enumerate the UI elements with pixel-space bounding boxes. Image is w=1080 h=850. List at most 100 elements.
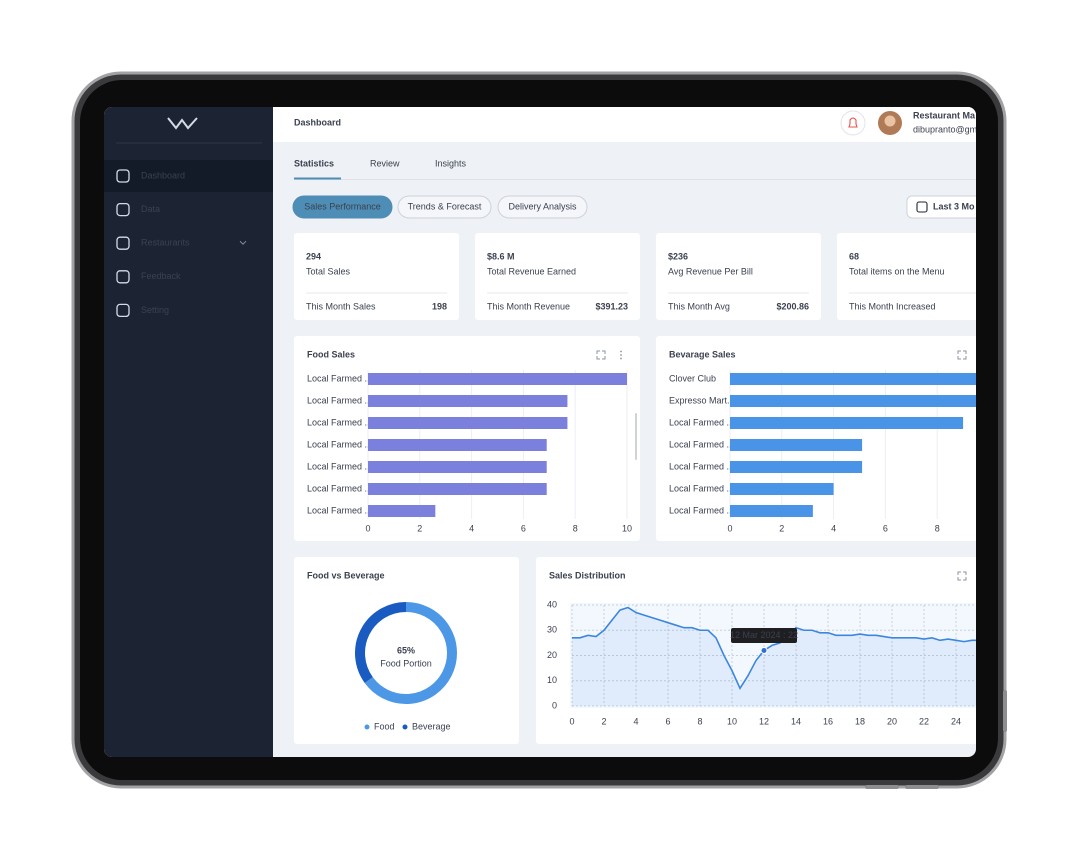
x-tick-label: 6	[665, 716, 670, 726]
donut-segment	[364, 602, 457, 704]
bar	[368, 439, 547, 451]
chart-title: Bevarage Sales	[669, 349, 736, 359]
x-tick-label: 4	[469, 523, 474, 533]
filter-chip[interactable]	[497, 195, 588, 219]
kpi-card	[837, 233, 976, 320]
x-tick-label: 18	[855, 716, 865, 726]
bar	[368, 395, 568, 407]
nav-icon	[116, 270, 130, 284]
user-name: Restaurant Ma	[913, 110, 976, 120]
x-tick-label: 20	[887, 716, 897, 726]
y-tick-label: Local Farmed ...	[669, 417, 734, 427]
nav-icon	[116, 202, 130, 217]
y-tick-label: Local Farmed ...	[307, 461, 372, 471]
kpi-footer-value: $391.23	[595, 301, 628, 311]
x-tick-label: 2	[417, 523, 422, 533]
expand-icon[interactable]	[957, 571, 967, 581]
legend-label[interactable]: Beverage	[412, 721, 451, 731]
x-tick-label: 8	[573, 523, 578, 533]
bar	[368, 417, 568, 429]
area-fill	[572, 607, 976, 706]
x-tick-label: 0	[727, 523, 732, 533]
x-tick-label: 8	[697, 716, 702, 726]
legend-label[interactable]: Food	[374, 721, 395, 731]
tooltip	[731, 628, 797, 643]
more-icon-dot[interactable]	[620, 354, 622, 356]
sidebar	[104, 107, 273, 757]
volume-button	[865, 785, 899, 789]
x-tick-label: 22	[919, 716, 929, 726]
screen: Dashboard Data Restaurants Feedback Setting D…	[104, 107, 991, 757]
nav-item[interactable]: Restaurants	[141, 238, 190, 248]
x-tick-label: 12	[759, 716, 769, 726]
bar	[730, 395, 976, 407]
x-tick-label: 16	[823, 716, 833, 726]
kpi-value: 68	[849, 251, 859, 261]
kpi-card	[475, 233, 640, 320]
x-tick-label: 2	[779, 523, 784, 533]
legend-dot	[364, 724, 370, 730]
bar	[730, 417, 964, 429]
y-tick-label: Local Farmed ...	[307, 373, 372, 383]
y-tick-label: Local Farmed ...	[669, 483, 734, 493]
more-icon-dot[interactable]	[620, 357, 622, 360]
chart-title: Sales Distribution	[549, 570, 626, 580]
avatar-face	[884, 115, 896, 127]
bell-icon	[848, 117, 858, 128]
kpi-label: Total Sales	[306, 266, 351, 276]
chart-card	[294, 557, 519, 744]
chart-title: Food vs Beverage	[307, 570, 385, 580]
tab[interactable]: Statistics	[294, 158, 334, 168]
header-bar	[273, 107, 976, 142]
bar	[368, 373, 627, 385]
y-tick-label: Local Farmed ...	[669, 439, 734, 449]
tooltip-label: 12 Mar 2024 : 22	[730, 630, 798, 640]
y-tick-label: Local Farmed ...	[669, 505, 734, 515]
expand-icon[interactable]	[957, 350, 967, 360]
more-icon-dot[interactable]	[620, 350, 622, 353]
donut-segment	[355, 602, 407, 683]
kpi-footer-value: $200.86	[776, 301, 809, 311]
x-tick-label: 6	[883, 523, 888, 533]
x-tick-label: 14	[791, 716, 801, 726]
filter-chip-label: Delivery Analysis	[508, 201, 577, 211]
x-tick-label: 10	[727, 716, 737, 726]
nav-item[interactable]: Setting	[141, 305, 169, 315]
bar	[730, 439, 863, 451]
kpi-label: Total Revenue Earned	[487, 266, 576, 276]
volume-button	[905, 785, 939, 789]
tab[interactable]: Review	[370, 158, 400, 168]
page-title: Dashboard	[294, 117, 341, 127]
nav-icon	[116, 303, 130, 318]
bar	[368, 483, 547, 495]
notification-button[interactable]	[840, 110, 866, 136]
bar	[368, 505, 436, 517]
y-tick-label: 0	[552, 700, 557, 710]
y-tick-label: Expresso Mart...	[669, 395, 735, 405]
bar	[730, 483, 834, 495]
tab[interactable]: Insights	[435, 158, 467, 168]
x-tick-label: 0	[569, 716, 574, 726]
kpi-label: Avg Revenue Per Bill	[668, 266, 753, 276]
x-tick-label: 0	[365, 523, 370, 533]
expand-icon[interactable]	[596, 350, 606, 360]
nav-item[interactable]: Feedback	[141, 271, 181, 281]
x-tick-label: 10	[622, 523, 632, 533]
kpi-footer-value: 198	[432, 301, 447, 311]
x-tick-label: 4	[831, 523, 836, 533]
filter-chip[interactable]	[397, 195, 492, 219]
date-range-label: Last 3 Mo	[933, 201, 975, 211]
calendar-icon	[916, 201, 928, 213]
filter-chip-label: Sales Performance	[304, 201, 381, 211]
bar	[368, 461, 547, 473]
filter-chip[interactable]	[292, 195, 393, 219]
kpi-value: $236	[668, 251, 688, 261]
nav-item[interactable]: Data	[141, 204, 160, 214]
date-range-button[interactable]	[906, 195, 991, 219]
nav-item[interactable]: Dashboard	[141, 170, 185, 180]
kpi-label: Total items on the Menu	[849, 266, 945, 276]
y-tick-label: Local Farmed ...	[307, 505, 372, 515]
bar	[730, 505, 813, 517]
